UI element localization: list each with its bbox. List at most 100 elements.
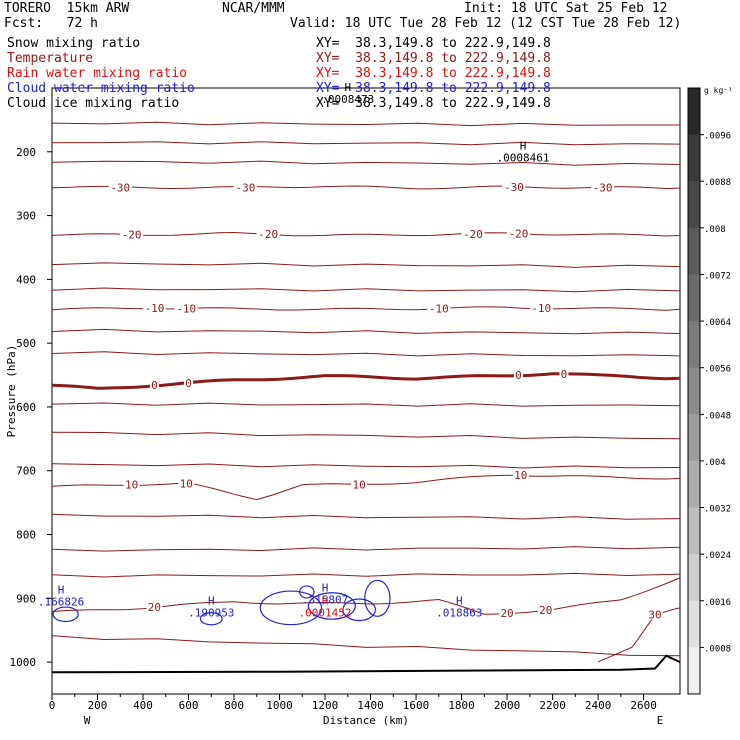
- plot-frame: [51, 87, 681, 695]
- colorbar-label: .004: [704, 458, 726, 468]
- isotherm-label: 0: [185, 377, 192, 390]
- isotherm-line: [51, 431, 681, 440]
- x-tick-label: 2000: [494, 699, 521, 712]
- isotherm-label-bg: [142, 302, 166, 314]
- field-cloudwater-name: Cloud water mixing ratio: [7, 81, 195, 96]
- isotherm-label: 20: [539, 604, 552, 617]
- isotherm-label: 10: [125, 479, 138, 492]
- isotherm-label-bg: [184, 377, 194, 389]
- field-rain-name: Rain water mixing ratio: [7, 66, 188, 81]
- colorbar-segment: [688, 647, 700, 695]
- isotherm-line: [51, 121, 680, 127]
- high-marker: H: [456, 594, 463, 607]
- plot-area: -30 -30 -30 -30 -20 -20 -20 -20 -10 -10 -10 -10 0 0 0 0…: [5, 81, 681, 727]
- isotherm-label: 0: [515, 369, 522, 382]
- isotherm-label: 20: [500, 607, 513, 620]
- colorbar-label: .0016: [704, 598, 731, 608]
- isotherm-label-bg: [537, 604, 554, 616]
- field-temp-xy: XY= 38.3,149.8 to 222.9,149.8: [316, 51, 551, 66]
- endpoint-right: E: [657, 714, 664, 727]
- isotherm-label-bg: [529, 301, 553, 313]
- isotherm-label: 10: [180, 478, 193, 491]
- colorbar-segment: [688, 88, 700, 136]
- colorbar-label: .0032: [704, 505, 731, 515]
- isotherm-label-bg: [233, 181, 257, 193]
- y-tick-label: 600: [16, 401, 36, 414]
- high-value: .018863: [436, 606, 482, 619]
- x-tick-label: 400: [133, 699, 153, 712]
- isotherm-label-bg: [502, 180, 526, 192]
- isotherm-label-bg: [146, 601, 163, 613]
- high-marker: H: [322, 594, 329, 607]
- isotherm-line: [51, 635, 681, 657]
- high-marker: H: [322, 582, 329, 595]
- cloud-water-contour: [52, 606, 79, 623]
- high-marker: H: [344, 81, 351, 94]
- isotherm-line: [51, 287, 681, 293]
- colorbar-segment: [688, 321, 700, 369]
- isotherm-label-bg: [499, 606, 516, 618]
- colorbar-segment: [688, 554, 700, 602]
- x-tick-label: 2400: [585, 699, 612, 712]
- isotherm-label: 10: [353, 478, 366, 491]
- isotherm-label: 20: [148, 601, 161, 614]
- isotherm-line: [51, 546, 681, 552]
- colorbar-segment: [688, 367, 700, 415]
- isotherm-label-bg: [591, 181, 615, 193]
- isotherm-label-bg: [512, 468, 529, 480]
- isotherm--30-line: [51, 185, 681, 190]
- isotherm-label: -10: [144, 302, 164, 315]
- isotherm-line: [51, 463, 681, 469]
- x-tick-label: 0: [49, 699, 56, 712]
- isotherm-line: [51, 351, 681, 357]
- y-axis-label: Pressure (hPa): [5, 345, 18, 438]
- colorbar-label: .008: [704, 225, 726, 235]
- field-rain-xy: XY= 38.3,149.8 to 222.9,149.8: [316, 66, 551, 81]
- isotherm-label-bg: [506, 227, 530, 239]
- cloud-water-contour: [364, 579, 391, 617]
- y-tick-label: 800: [16, 529, 36, 542]
- high-marker: H: [208, 594, 215, 607]
- colorbar-label: .0064: [704, 318, 731, 328]
- high-value: .166826: [38, 595, 84, 608]
- isotherm-label-bg: [351, 478, 368, 490]
- y-tick-label: 900: [16, 592, 36, 605]
- y-tick-label: 700: [16, 465, 36, 478]
- isotherm-label: 10: [514, 469, 527, 482]
- colorbar-label: .0088: [704, 178, 731, 188]
- isotherm-label-bg: [646, 608, 663, 620]
- x-axis-label: Distance (km): [323, 714, 409, 727]
- colorbar-segment: [688, 600, 700, 648]
- x-tick-label: 600: [179, 699, 199, 712]
- isotherm-0-line: [51, 372, 681, 390]
- isotherm-line: [51, 572, 681, 578]
- isotherm-label: -20: [463, 228, 483, 241]
- high-value: .0008473: [321, 93, 374, 106]
- isotherm-10-line: [51, 474, 681, 501]
- colorbar-segment: [688, 227, 700, 275]
- isotherm-label-bg: [123, 478, 140, 490]
- endpoint-left: W: [84, 714, 91, 727]
- x-tick-label: 2200: [539, 699, 566, 712]
- colorbar-label: .0048: [704, 411, 731, 421]
- field-snow-name: Snow mixing ratio: [7, 36, 141, 51]
- colorbar-segment: [688, 134, 700, 182]
- isotherm-line: [51, 141, 681, 146]
- isotherm-label: -20: [258, 228, 278, 241]
- isotherm-label-bg: [178, 477, 195, 489]
- x-tick-label: 1000: [266, 699, 293, 712]
- isotherm-label: -10: [429, 302, 449, 315]
- x-tick-label: 1400: [357, 699, 384, 712]
- isotherm-label: -20: [509, 228, 529, 241]
- colorbar-segment: [688, 460, 700, 509]
- colorbar-label: .0024: [704, 551, 731, 561]
- isotherm-label-bg: [149, 379, 159, 391]
- isotherm-line: [51, 262, 681, 268]
- colorbar-segment: [688, 181, 700, 229]
- center-title: NCAR/MMM: [222, 1, 285, 16]
- isotherm-label-bg: [256, 228, 280, 240]
- forecast-hour: Fcst: 72 h: [4, 16, 98, 31]
- isotherm-label-bg: [174, 302, 198, 314]
- isotherm-30-line: [597, 607, 681, 663]
